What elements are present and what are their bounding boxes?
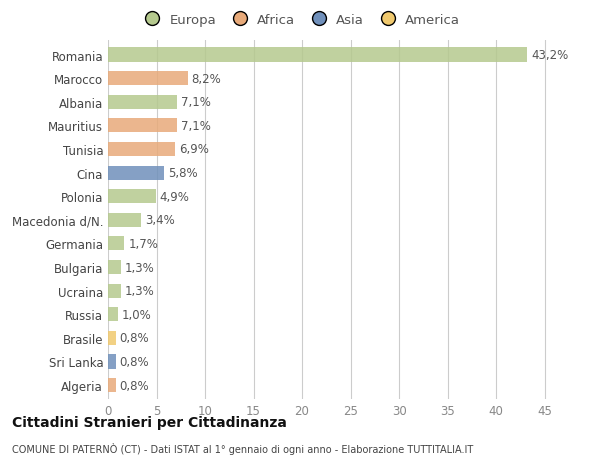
Text: 0,8%: 0,8%	[119, 331, 149, 345]
Text: 5,8%: 5,8%	[168, 167, 198, 179]
Bar	[108, 143, 175, 157]
Text: 1,7%: 1,7%	[128, 237, 158, 250]
Bar	[108, 260, 121, 274]
Legend: Europa, Africa, Asia, America: Europa, Africa, Asia, America	[134, 9, 465, 32]
Text: 3,4%: 3,4%	[145, 214, 175, 227]
Text: 1,3%: 1,3%	[124, 285, 154, 297]
Bar	[108, 378, 116, 392]
Text: 7,1%: 7,1%	[181, 120, 211, 133]
Bar	[108, 95, 177, 110]
Text: 43,2%: 43,2%	[531, 49, 568, 62]
Bar	[108, 48, 527, 62]
Text: 4,9%: 4,9%	[160, 190, 189, 203]
Text: 0,8%: 0,8%	[119, 355, 149, 368]
Text: 6,9%: 6,9%	[179, 143, 209, 156]
Text: 7,1%: 7,1%	[181, 96, 211, 109]
Text: COMUNE DI PATERNÒ (CT) - Dati ISTAT al 1° gennaio di ogni anno - Elaborazione TU: COMUNE DI PATERNÒ (CT) - Dati ISTAT al 1…	[12, 442, 473, 454]
Bar	[108, 166, 164, 180]
Bar	[108, 72, 188, 86]
Bar	[108, 237, 124, 251]
Bar	[108, 284, 121, 298]
Bar	[108, 331, 116, 345]
Bar	[108, 119, 177, 133]
Bar	[108, 190, 155, 204]
Bar	[108, 354, 116, 369]
Bar	[108, 308, 118, 322]
Text: 0,8%: 0,8%	[119, 379, 149, 392]
Text: 8,2%: 8,2%	[191, 73, 221, 85]
Text: 1,0%: 1,0%	[122, 308, 151, 321]
Text: Cittadini Stranieri per Cittadinanza: Cittadini Stranieri per Cittadinanza	[12, 415, 287, 429]
Text: 1,3%: 1,3%	[124, 261, 154, 274]
Bar	[108, 213, 141, 227]
